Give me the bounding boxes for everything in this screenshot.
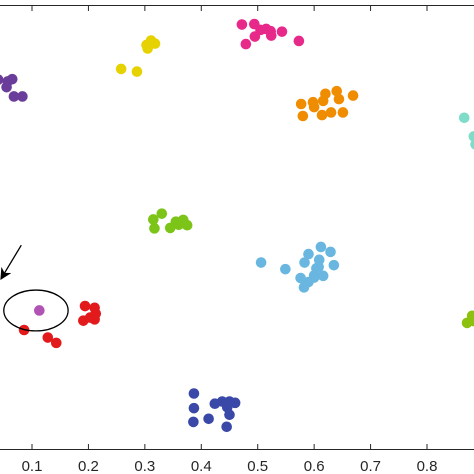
- data-point: [1, 82, 12, 93]
- data-point: [294, 36, 305, 47]
- data-point: [224, 410, 235, 421]
- data-point: [89, 314, 100, 325]
- data-point: [189, 388, 200, 399]
- data-point: [149, 223, 160, 234]
- data-point: [280, 264, 291, 275]
- data-point: [329, 260, 340, 271]
- data-point: [296, 99, 307, 110]
- data-point: [142, 43, 153, 54]
- x-tick-label: 0.2: [78, 458, 99, 474]
- data-point: [295, 273, 306, 284]
- x-tick-label: 0.3: [134, 458, 155, 474]
- data-point: [51, 338, 62, 349]
- data-point: [189, 403, 200, 414]
- x-tick-label: 0.7: [360, 458, 381, 474]
- data-point: [132, 66, 143, 77]
- data-point: [311, 263, 322, 274]
- data-point: [303, 249, 314, 260]
- x-tick-label: 0.1: [22, 458, 43, 474]
- data-point: [203, 414, 214, 425]
- data-points: [0, 19, 474, 432]
- data-point: [221, 422, 232, 433]
- data-point: [325, 247, 336, 258]
- data-point: [299, 282, 310, 293]
- data-point: [17, 91, 28, 102]
- data-point: [348, 90, 359, 101]
- data-point: [331, 86, 342, 97]
- data-point: [316, 242, 327, 253]
- data-point: [309, 102, 320, 113]
- data-point: [317, 110, 328, 121]
- plot-axes: [0, 6, 474, 450]
- data-point: [156, 208, 167, 219]
- data-point: [116, 64, 127, 75]
- data-point: [188, 417, 199, 428]
- data-point: [78, 315, 89, 326]
- data-point: [250, 31, 261, 42]
- x-tick-label: 0.6: [304, 458, 325, 474]
- data-point: [34, 305, 45, 316]
- x-tick-label: 0.4: [191, 458, 212, 474]
- data-point: [237, 19, 248, 30]
- data-point: [241, 39, 252, 50]
- data-point: [309, 272, 320, 283]
- data-point: [338, 107, 349, 118]
- pointer-arrow: [1, 245, 21, 279]
- x-axis-ticks: 0.10.20.30.40.50.60.70.80: [22, 6, 474, 474]
- x-tick-label: 0.8: [417, 458, 438, 474]
- data-point: [80, 301, 91, 312]
- data-point: [326, 107, 337, 118]
- data-point: [277, 26, 288, 37]
- data-point: [298, 111, 309, 122]
- data-point: [256, 257, 267, 268]
- annotations: [1, 245, 68, 331]
- data-point: [173, 219, 184, 230]
- data-point: [320, 89, 331, 100]
- data-point: [459, 112, 470, 123]
- x-tick-label: 0.5: [247, 458, 268, 474]
- data-point: [266, 30, 277, 41]
